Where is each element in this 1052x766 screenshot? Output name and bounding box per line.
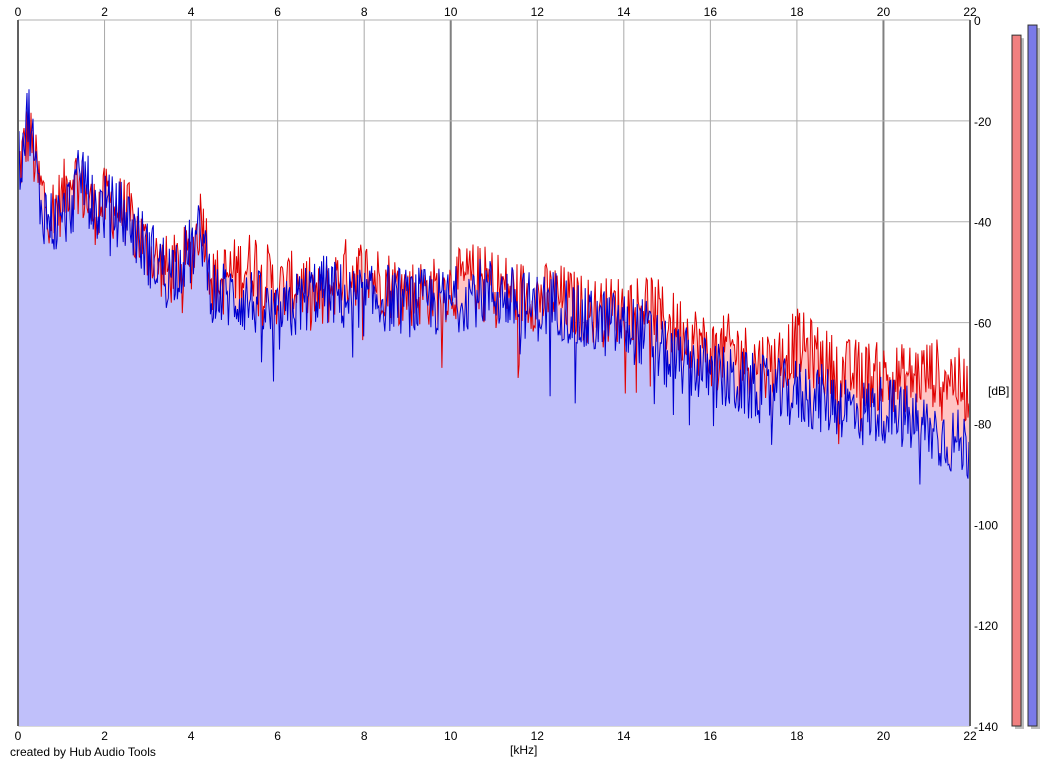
y-tick-label: -60 [974, 317, 992, 331]
x-tick-label-bottom: 2 [101, 729, 108, 743]
x-tick-label-bottom: 6 [274, 729, 281, 743]
x-tick-label-bottom: 12 [531, 729, 545, 743]
x-tick-label-bottom: 0 [15, 729, 22, 743]
axes: 002244668810101212141416161818202022220-… [15, 5, 999, 743]
x-tick-label-bottom: 10 [444, 729, 458, 743]
x-tick-label-top: 18 [790, 5, 804, 19]
credit-text: created by Hub Audio Tools [10, 745, 156, 759]
x-tick-label-bottom: 16 [704, 729, 718, 743]
y-axis-unit: [dB] [988, 384, 1010, 398]
x-axis-unit: [kHz] [510, 743, 538, 757]
series-layer [17, 89, 971, 727]
x-tick-label-top: 16 [704, 5, 718, 19]
x-tick-label-top: 20 [877, 5, 891, 19]
x-tick-label-top: 2 [101, 5, 108, 19]
x-tick-label-top: 22 [963, 5, 977, 19]
level-meters [1011, 24, 1040, 730]
x-tick-label-bottom: 14 [617, 729, 631, 743]
x-tick-label-bottom: 4 [188, 729, 195, 743]
y-tick-label: -140 [974, 720, 998, 734]
x-tick-label-top: 10 [444, 5, 458, 19]
x-tick-label-top: 12 [531, 5, 545, 19]
x-tick-label-top: 4 [188, 5, 195, 19]
y-tick-label: -20 [974, 115, 992, 129]
x-tick-label-top: 0 [15, 5, 22, 19]
x-tick-label-bottom: 20 [877, 729, 891, 743]
y-tick-label: -40 [974, 216, 992, 230]
y-tick-label: -100 [974, 518, 998, 532]
x-tick-label-bottom: 18 [790, 729, 804, 743]
x-tick-label-top: 8 [361, 5, 368, 19]
y-tick-label: -120 [974, 619, 998, 633]
x-tick-label-top: 6 [274, 5, 281, 19]
level-meter-bar [1011, 34, 1022, 727]
x-tick-label-bottom: 8 [361, 729, 368, 743]
level-meter-bar [1027, 24, 1038, 727]
series-line-1 [17, 89, 971, 485]
y-tick-label: 0 [974, 14, 981, 28]
series-fill-1 [18, 89, 970, 727]
x-tick-label-top: 14 [617, 5, 631, 19]
x-tick-label-bottom: 22 [963, 729, 977, 743]
y-tick-label: -80 [974, 417, 992, 431]
